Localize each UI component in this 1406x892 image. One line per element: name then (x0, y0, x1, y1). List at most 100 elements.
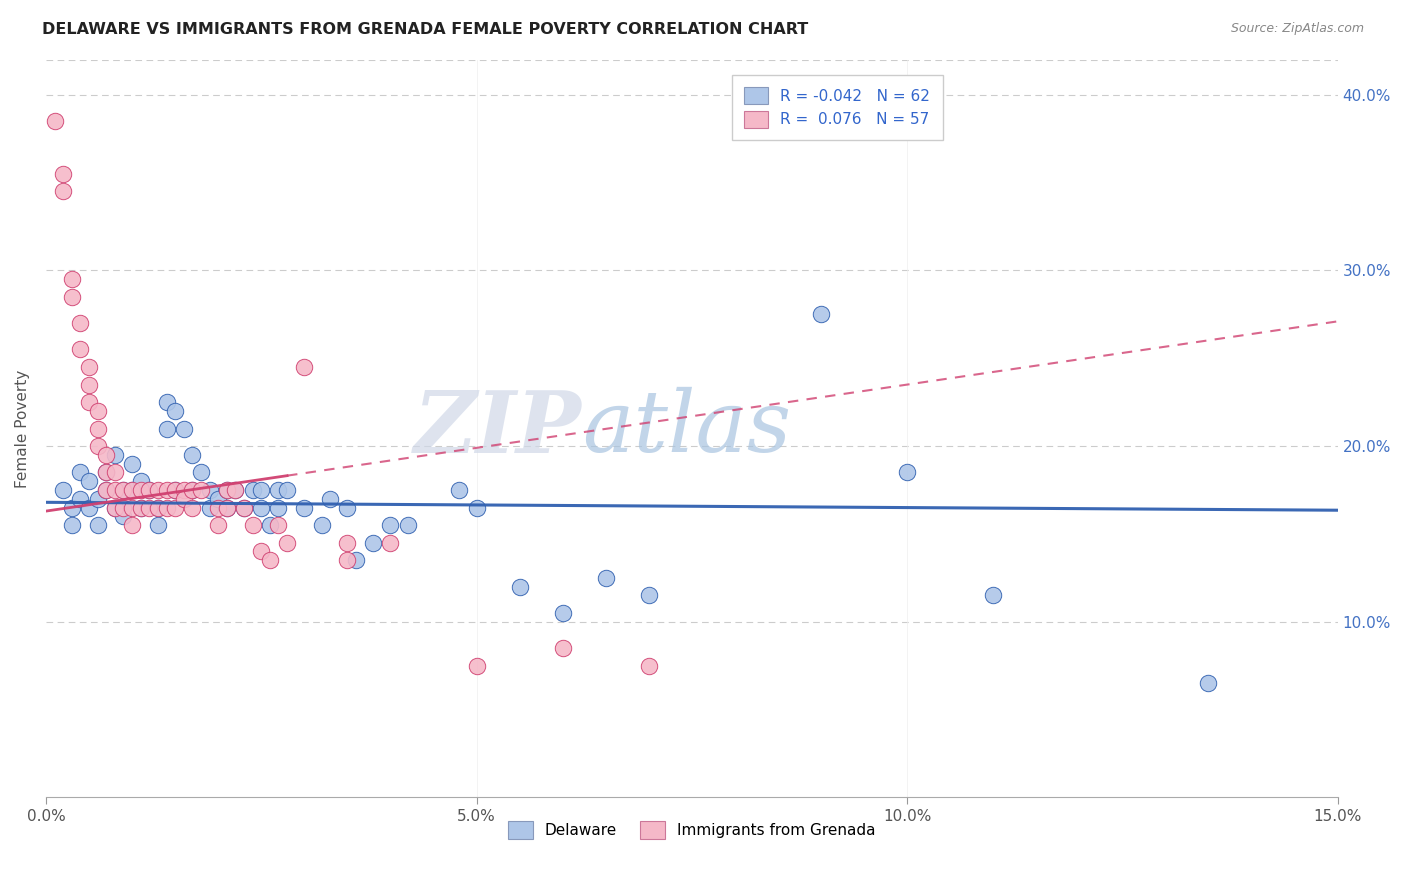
Point (121, 483, 143, 497)
Point (336, 553, 359, 567)
Point (129, 500, 152, 515)
Point (181, 448, 204, 462)
Point (96, 466, 118, 480)
Point (181, 483, 204, 497)
Point (267, 483, 290, 497)
Point (896, 466, 918, 480)
Point (242, 518, 264, 533)
Point (361, 535, 384, 549)
Point (595, 571, 617, 585)
Text: Source: ZipAtlas.com: Source: ZipAtlas.com (1230, 22, 1364, 36)
Point (207, 518, 229, 533)
Point (77, 395, 100, 409)
Point (96, 448, 118, 462)
Point (198, 500, 221, 515)
Point (146, 500, 169, 515)
Y-axis label: Female Poverty: Female Poverty (15, 369, 30, 488)
Point (276, 535, 298, 549)
Point (77, 359, 100, 374)
Point (1198, 676, 1220, 690)
Point (69, 316, 91, 330)
Point (155, 421, 177, 435)
Point (319, 491, 342, 506)
Point (69, 466, 91, 480)
Point (637, 589, 659, 603)
Point (233, 500, 256, 515)
Point (129, 483, 152, 497)
Point (190, 483, 212, 497)
Point (112, 483, 135, 497)
Point (165, 483, 187, 497)
Point (112, 509, 135, 524)
Point (69, 491, 91, 506)
Point (121, 483, 143, 497)
Point (215, 500, 238, 515)
Point (52, 185, 75, 199)
Point (380, 518, 402, 533)
Point (121, 500, 143, 515)
Point (336, 500, 359, 515)
Point (465, 658, 488, 673)
Point (138, 483, 160, 497)
Point (155, 395, 177, 409)
Point (44, 114, 66, 128)
Point (259, 553, 281, 567)
Point (77, 377, 100, 392)
Text: atlas: atlas (582, 387, 792, 470)
Point (344, 553, 367, 567)
Point (173, 483, 195, 497)
Point (465, 500, 488, 515)
Point (138, 500, 160, 515)
Point (267, 500, 290, 515)
Point (267, 518, 290, 533)
Point (155, 483, 177, 497)
Point (165, 404, 187, 418)
Point (60, 500, 83, 515)
Point (276, 483, 298, 497)
Point (181, 483, 204, 497)
Point (207, 500, 229, 515)
Point (215, 483, 238, 497)
Point (810, 307, 832, 321)
Point (165, 483, 187, 497)
Point (173, 421, 195, 435)
Text: ZIP: ZIP (415, 387, 582, 470)
Text: DELAWARE VS IMMIGRANTS FROM GRENADA FEMALE POVERTY CORRELATION CHART: DELAWARE VS IMMIGRANTS FROM GRENADA FEMA… (42, 22, 808, 37)
Point (86, 518, 108, 533)
Point (112, 500, 135, 515)
Point (69, 343, 91, 357)
Point (207, 491, 229, 506)
Point (981, 589, 1004, 603)
Point (104, 500, 127, 515)
Point (52, 483, 75, 497)
Point (104, 466, 127, 480)
Point (86, 404, 108, 418)
Point (449, 483, 471, 497)
Point (129, 474, 152, 488)
Point (190, 466, 212, 480)
Point (250, 544, 273, 558)
Legend: Delaware, Immigrants from Grenada: Delaware, Immigrants from Grenada (502, 815, 882, 845)
Point (112, 483, 135, 497)
Point (121, 518, 143, 533)
Point (52, 167, 75, 181)
Point (104, 483, 127, 497)
Point (292, 359, 315, 374)
Point (259, 518, 281, 533)
Point (96, 466, 118, 480)
Point (77, 500, 100, 515)
Point (336, 535, 359, 549)
Point (250, 483, 273, 497)
Point (396, 518, 419, 533)
Point (96, 483, 118, 497)
Point (551, 606, 574, 620)
Point (224, 483, 246, 497)
Point (173, 491, 195, 506)
Point (146, 500, 169, 515)
Point (60, 272, 83, 286)
Point (509, 580, 531, 594)
Point (224, 483, 246, 497)
Point (77, 474, 100, 488)
Point (86, 421, 108, 435)
Point (292, 500, 315, 515)
